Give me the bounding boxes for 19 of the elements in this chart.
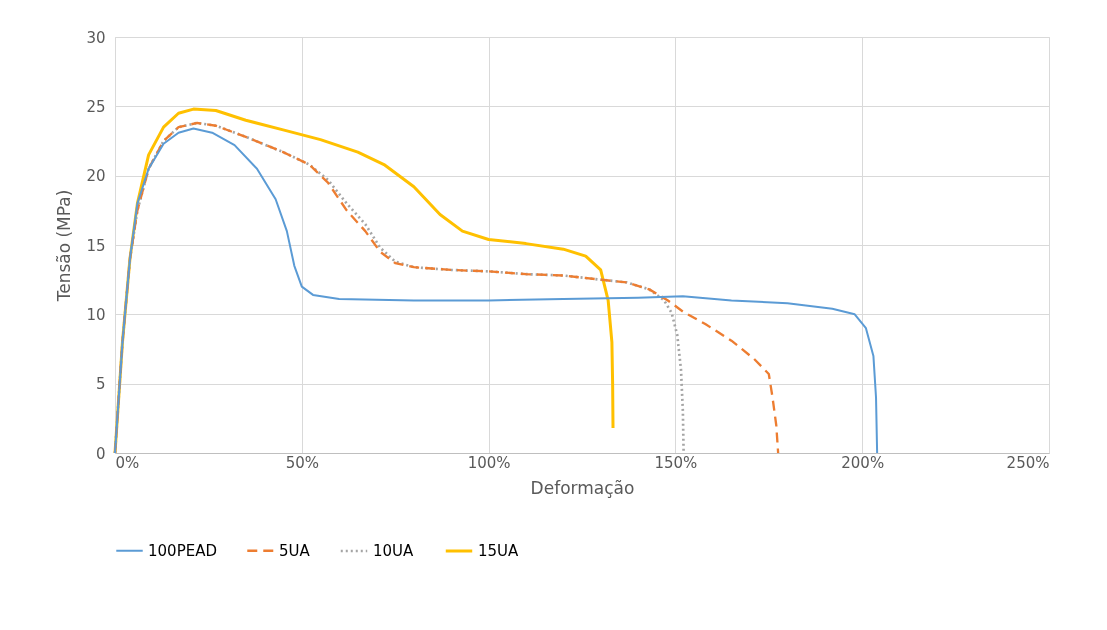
- y-tick-label: 15: [86, 236, 106, 255]
- x-tick-label: 250%: [1006, 453, 1050, 472]
- y-tick-label: 10: [86, 305, 106, 324]
- legend-label: 5UA: [279, 541, 311, 560]
- y-tick-label: 5: [95, 375, 106, 394]
- x-tick-label: 200%: [841, 453, 885, 472]
- y-tick-label: 30: [86, 28, 106, 47]
- legend-label: 10UA: [373, 542, 415, 560]
- x-tick-label: 0%: [115, 453, 140, 472]
- y-tick-label: 0: [95, 444, 106, 463]
- y-tick-label: 20: [86, 167, 106, 186]
- x-tick-label: 100%: [467, 453, 511, 472]
- x-tick-label: 50%: [285, 453, 319, 472]
- legend-label: 15UA: [478, 542, 520, 560]
- x-axis-title: Deformação: [530, 477, 635, 498]
- legend-label: 100PEAD: [148, 541, 217, 560]
- y-axis-title: Tensão (MPa): [54, 189, 75, 303]
- x-tick-label: 150%: [654, 453, 698, 472]
- y-tick-label: 25: [86, 97, 106, 116]
